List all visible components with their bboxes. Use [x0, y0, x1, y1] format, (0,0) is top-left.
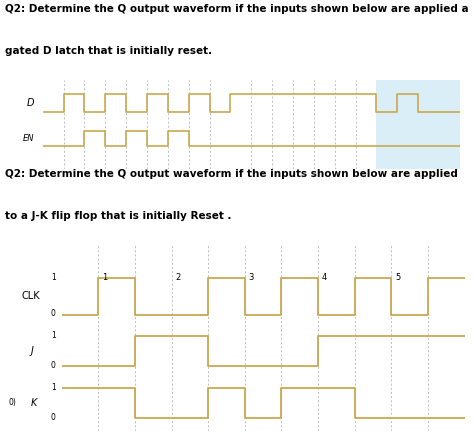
Text: 1: 1 [51, 383, 56, 392]
Text: Q2: Determine the Q output waveform if the inputs shown below are applied: Q2: Determine the Q output waveform if t… [5, 169, 457, 179]
Text: 3: 3 [248, 273, 254, 282]
Text: K: K [31, 397, 37, 408]
Text: Q2: Determine the Q output waveform if the inputs shown below are applied a: Q2: Determine the Q output waveform if t… [5, 4, 468, 15]
Text: 4: 4 [322, 273, 327, 282]
Text: to a J-K flip flop that is initially Reset .: to a J-K flip flop that is initially Res… [5, 211, 231, 222]
Text: 1: 1 [51, 331, 56, 340]
Text: D: D [27, 98, 34, 108]
Text: 1: 1 [51, 273, 56, 281]
Text: 0): 0) [9, 398, 17, 407]
Text: EN: EN [23, 134, 34, 143]
Text: 1: 1 [102, 273, 107, 282]
FancyBboxPatch shape [376, 80, 460, 169]
Text: 0: 0 [51, 413, 56, 422]
Text: 0: 0 [51, 309, 56, 318]
Text: gated D latch that is initially reset.: gated D latch that is initially reset. [5, 46, 212, 56]
Text: J: J [31, 345, 34, 356]
Text: 2: 2 [175, 273, 181, 282]
Text: 0: 0 [51, 361, 56, 370]
Text: 5: 5 [395, 273, 400, 282]
Text: CLK: CLK [21, 290, 40, 301]
